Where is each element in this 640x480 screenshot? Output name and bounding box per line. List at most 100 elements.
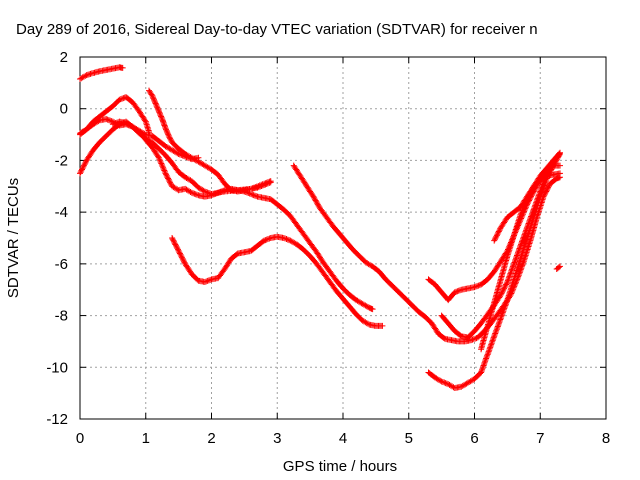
data-point bbox=[312, 196, 314, 198]
data-point bbox=[513, 234, 515, 236]
data-point bbox=[184, 263, 186, 265]
data-point bbox=[473, 378, 476, 380]
data-point bbox=[352, 249, 354, 251]
data-point bbox=[302, 249, 305, 251]
series-12 bbox=[491, 170, 563, 244]
data-point bbox=[467, 287, 469, 289]
x-tick-label: 5 bbox=[405, 430, 413, 447]
data-point bbox=[500, 227, 502, 229]
data-point bbox=[473, 330, 476, 332]
data-point bbox=[256, 245, 259, 247]
data-point bbox=[276, 203, 278, 205]
data-point bbox=[480, 322, 482, 324]
data-point bbox=[546, 175, 548, 177]
data-point bbox=[155, 102, 157, 105]
data-point bbox=[365, 262, 367, 264]
data-point bbox=[118, 99, 120, 101]
data-point bbox=[411, 304, 413, 306]
data-point bbox=[138, 131, 140, 133]
data-point bbox=[112, 123, 114, 125]
data-point bbox=[289, 215, 291, 217]
data-point bbox=[339, 233, 341, 235]
data-point bbox=[546, 167, 548, 169]
data-point bbox=[500, 294, 502, 296]
data-point bbox=[464, 340, 466, 342]
data-point bbox=[404, 298, 407, 300]
data-point bbox=[559, 165, 561, 167]
data-point bbox=[556, 268, 558, 270]
data-point bbox=[184, 188, 186, 190]
data-point bbox=[118, 124, 120, 127]
axes: 0 1 2 3 4 5 6 7 8 2 0 -2 -4 -6 -8 -10 -12 bbox=[46, 49, 610, 447]
data-point bbox=[296, 224, 298, 226]
data-point bbox=[145, 139, 147, 141]
chart-title: Day 289 of 2016, Sidereal Day-to-day VTE… bbox=[16, 21, 538, 38]
data-point bbox=[132, 126, 134, 128]
data-point bbox=[197, 280, 199, 282]
data-point bbox=[349, 305, 351, 308]
data-point bbox=[493, 271, 495, 273]
data-point bbox=[342, 287, 344, 289]
data-point bbox=[493, 240, 495, 242]
data-point bbox=[122, 67, 124, 69]
data-point bbox=[513, 211, 515, 213]
data-point bbox=[460, 335, 462, 337]
data-point bbox=[358, 255, 360, 257]
series-6 bbox=[169, 233, 386, 329]
data-point bbox=[556, 177, 558, 180]
data-point bbox=[372, 308, 374, 310]
data-point bbox=[500, 260, 502, 262]
data-point bbox=[151, 146, 153, 149]
data-point bbox=[552, 159, 555, 161]
data-point bbox=[105, 118, 107, 120]
data-point bbox=[391, 285, 393, 287]
data-point bbox=[145, 121, 147, 123]
series-5 bbox=[146, 87, 274, 195]
data-point bbox=[362, 303, 364, 305]
data-point bbox=[326, 216, 328, 218]
data-point bbox=[79, 78, 81, 80]
data-point bbox=[197, 161, 199, 163]
data-point bbox=[454, 387, 456, 389]
data-point bbox=[500, 278, 502, 280]
data-point bbox=[118, 66, 120, 68]
data-point bbox=[138, 110, 140, 112]
data-point bbox=[506, 299, 508, 301]
data-point bbox=[513, 278, 515, 280]
data-point bbox=[447, 383, 449, 385]
data-point bbox=[447, 322, 449, 324]
data-point bbox=[533, 185, 535, 187]
data-point bbox=[256, 196, 259, 198]
data-point bbox=[112, 105, 114, 107]
data-point bbox=[92, 72, 94, 74]
data-point bbox=[460, 386, 462, 388]
data-point bbox=[427, 278, 430, 280]
series-4 bbox=[109, 118, 376, 313]
data-point bbox=[171, 162, 173, 164]
data-point bbox=[454, 330, 456, 332]
data-point bbox=[99, 141, 101, 143]
data-point bbox=[263, 197, 265, 199]
data-point bbox=[559, 265, 561, 267]
data-point bbox=[151, 95, 153, 97]
data-point bbox=[450, 339, 453, 341]
data-point bbox=[99, 119, 101, 121]
data-point bbox=[523, 260, 525, 262]
data-point bbox=[243, 189, 245, 191]
series-markers bbox=[77, 116, 202, 163]
data-point bbox=[316, 251, 318, 253]
data-point bbox=[151, 135, 153, 137]
data-point bbox=[533, 209, 535, 211]
data-point bbox=[263, 184, 265, 186]
data-point bbox=[184, 153, 186, 155]
data-point bbox=[237, 252, 239, 255]
data-point bbox=[431, 322, 433, 324]
data-point bbox=[86, 128, 88, 130]
data-point bbox=[316, 263, 318, 265]
data-point bbox=[529, 240, 532, 242]
data-point bbox=[437, 333, 439, 335]
data-point bbox=[332, 225, 334, 227]
series-7 bbox=[290, 162, 563, 345]
data-point bbox=[79, 172, 81, 174]
data-point bbox=[164, 145, 167, 147]
